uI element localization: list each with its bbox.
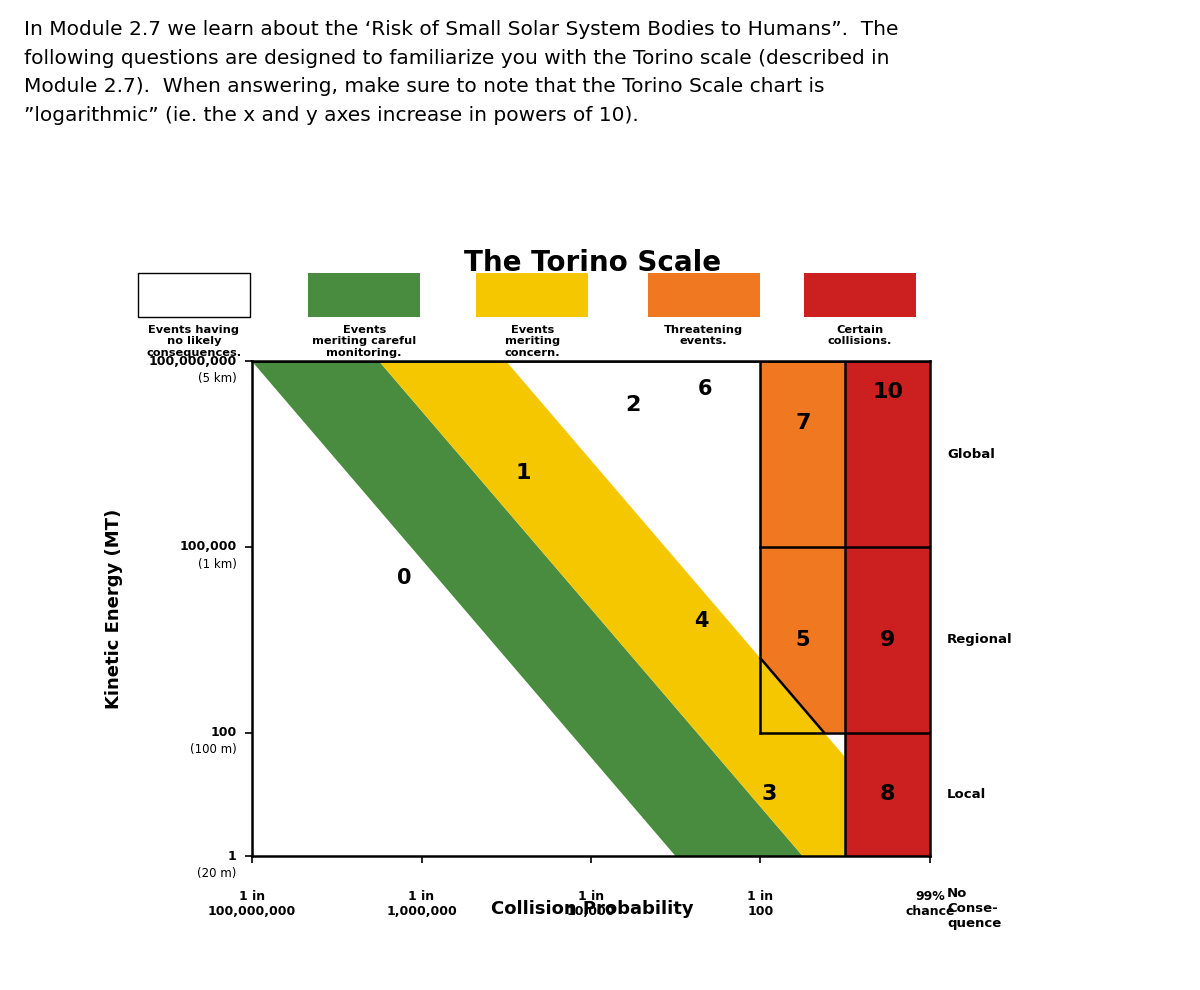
Text: 6: 6 <box>698 379 713 399</box>
Text: In Module 2.7 we learn about the ‘Risk of Small Solar System Bodies to Humans”. : In Module 2.7 we learn about the ‘Risk o… <box>24 20 899 125</box>
Text: 1: 1 <box>228 849 236 863</box>
Text: Local: Local <box>947 788 986 801</box>
Text: (5 km): (5 km) <box>198 372 236 385</box>
Text: Collision Probability: Collision Probability <box>492 900 694 918</box>
Text: (20 m): (20 m) <box>197 867 236 880</box>
Text: 100,000,000: 100,000,000 <box>149 354 236 368</box>
Text: Events
meriting careful
monitoring.: Events meriting careful monitoring. <box>312 325 416 358</box>
Text: 4: 4 <box>694 611 708 632</box>
Text: No
Conse-
quence: No Conse- quence <box>947 887 1001 931</box>
Text: 7: 7 <box>796 413 811 434</box>
Text: 1 in
10,000: 1 in 10,000 <box>566 890 616 919</box>
Polygon shape <box>379 361 930 856</box>
Polygon shape <box>252 361 803 856</box>
Text: Certain
collisions.: Certain collisions. <box>828 325 892 346</box>
Text: 1: 1 <box>516 462 530 483</box>
Bar <box>761 361 845 546</box>
Text: 99%
chance: 99% chance <box>905 890 955 919</box>
Text: Global: Global <box>947 447 995 460</box>
Text: The Torino Scale: The Torino Scale <box>464 249 721 277</box>
Text: 9: 9 <box>880 630 895 649</box>
Text: 100,000: 100,000 <box>180 541 236 553</box>
Text: 3: 3 <box>761 784 776 805</box>
Text: Regional: Regional <box>947 634 1013 646</box>
Text: 1 in
100,000,000: 1 in 100,000,000 <box>208 890 296 919</box>
Text: 10: 10 <box>872 382 904 402</box>
Text: 1 in
100: 1 in 100 <box>748 890 774 919</box>
Text: 0: 0 <box>397 568 412 588</box>
Text: 8: 8 <box>880 784 895 805</box>
Polygon shape <box>761 546 845 733</box>
Text: Kinetic Energy (MT): Kinetic Energy (MT) <box>106 509 124 709</box>
Text: (1 km): (1 km) <box>198 557 236 571</box>
Text: 2: 2 <box>625 395 641 415</box>
Text: 5: 5 <box>796 630 810 649</box>
Bar <box>845 361 930 856</box>
Text: 1 in
1,000,000: 1 in 1,000,000 <box>386 890 457 919</box>
Text: Events having
no likely
consequences.: Events having no likely consequences. <box>146 325 241 358</box>
Text: 100: 100 <box>210 726 236 740</box>
Text: Events
meriting
concern.: Events meriting concern. <box>504 325 560 358</box>
Text: Threatening
events.: Threatening events. <box>665 325 743 346</box>
Text: (100 m): (100 m) <box>190 743 236 756</box>
